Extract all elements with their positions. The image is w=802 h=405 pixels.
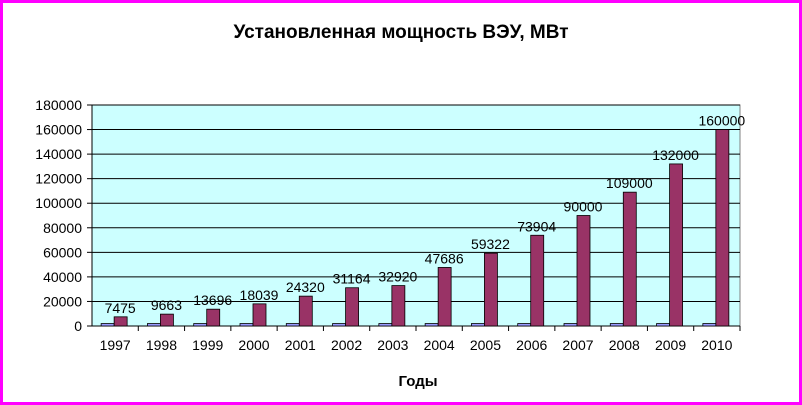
data-labels: 7475 9663 13696 18039 24320 31164 32920 47686 59… [105,113,746,316]
x-tick-label: 2005 [470,337,501,353]
bar-series-1 [517,323,532,327]
x-tick-label: 1998 [146,337,177,353]
x-tick-label: 2008 [609,337,640,353]
y-tick-label: 180000 [35,97,82,113]
bar-series-1 [471,323,485,327]
chart-title: Установленная мощность ВЭУ, МВт [233,22,569,43]
bar-series-1 [563,323,578,327]
x-tick-label: 2007 [562,337,593,353]
data-label: 24320 [286,279,325,295]
data-label: 18039 [240,287,279,303]
x-tick-label: 2010 [701,337,732,353]
bar-series-1 [656,323,670,327]
data-label: 73904 [517,218,556,234]
bar-series-1 [702,323,717,327]
y-tick-label: 160000 [35,122,82,138]
bars [100,129,730,327]
bar-series-2 [437,267,452,327]
bar-series-1 [193,323,208,327]
bar-series-1 [147,323,161,327]
bar-series-1 [239,323,254,327]
bar-series-1 [424,323,439,327]
plot-area [91,104,741,327]
bar-series-1 [609,323,624,327]
bar-series-2 [576,215,591,327]
x-tick-label: 2001 [285,337,316,353]
data-label: 13696 [193,292,232,308]
x-tick-label: 2003 [377,337,408,353]
y-tick-label: 40000 [43,269,82,285]
y-tick-label: 140000 [35,146,82,162]
bar-series-1 [378,323,393,327]
y-axis-labels: 0 20000 40000 60000 80000 100000 120000 140000 1… [35,97,82,334]
bar-series-2 [622,191,637,327]
bar-series-1 [285,323,300,327]
x-tick-label: 2002 [331,337,362,353]
data-label: 59322 [471,236,510,252]
bar-series-2 [669,163,683,327]
data-label: 47686 [425,250,464,266]
data-label: 132000 [652,147,699,163]
x-tick-label: 2009 [655,337,686,353]
x-tick-label: 2006 [516,337,547,353]
y-tick-label: 20000 [43,293,82,309]
data-label: 31164 [333,271,371,287]
bar-series-2 [206,308,221,327]
bar-series-1 [100,323,115,327]
y-tick-label: 80000 [43,220,82,236]
bar-series-2 [298,295,313,327]
y-tick-label: 60000 [43,244,82,260]
data-label: 9663 [151,297,182,313]
data-label: 160000 [698,113,745,129]
x-axis-title: Годы [398,373,438,390]
bar-series-1 [332,323,346,327]
y-tick-label: 100000 [35,195,82,211]
x-tick-label: 1999 [192,337,223,353]
bar-series-2 [345,287,359,327]
y-tick-label: 120000 [35,171,82,187]
bar-series-2 [113,316,128,327]
x-tick-label: 2004 [424,337,455,353]
data-label: 32920 [378,269,417,285]
bar-series-2 [160,313,174,327]
bar-series-2 [484,252,498,327]
bar-series-2 [530,234,545,327]
bar-series-2 [715,129,730,327]
x-tick-label: 2000 [238,337,269,353]
data-label: 7475 [105,300,136,316]
x-axis-labels: 1997 1998 1999 2000 2001 2002 2003 2004 2005 2006… [100,337,733,353]
data-label: 90000 [564,199,603,215]
bar-series-2 [252,303,267,327]
bar-series-2 [391,285,406,327]
data-label: 109000 [606,175,653,191]
x-tick-label: 1997 [100,337,131,353]
y-tick-label: 0 [74,318,82,334]
